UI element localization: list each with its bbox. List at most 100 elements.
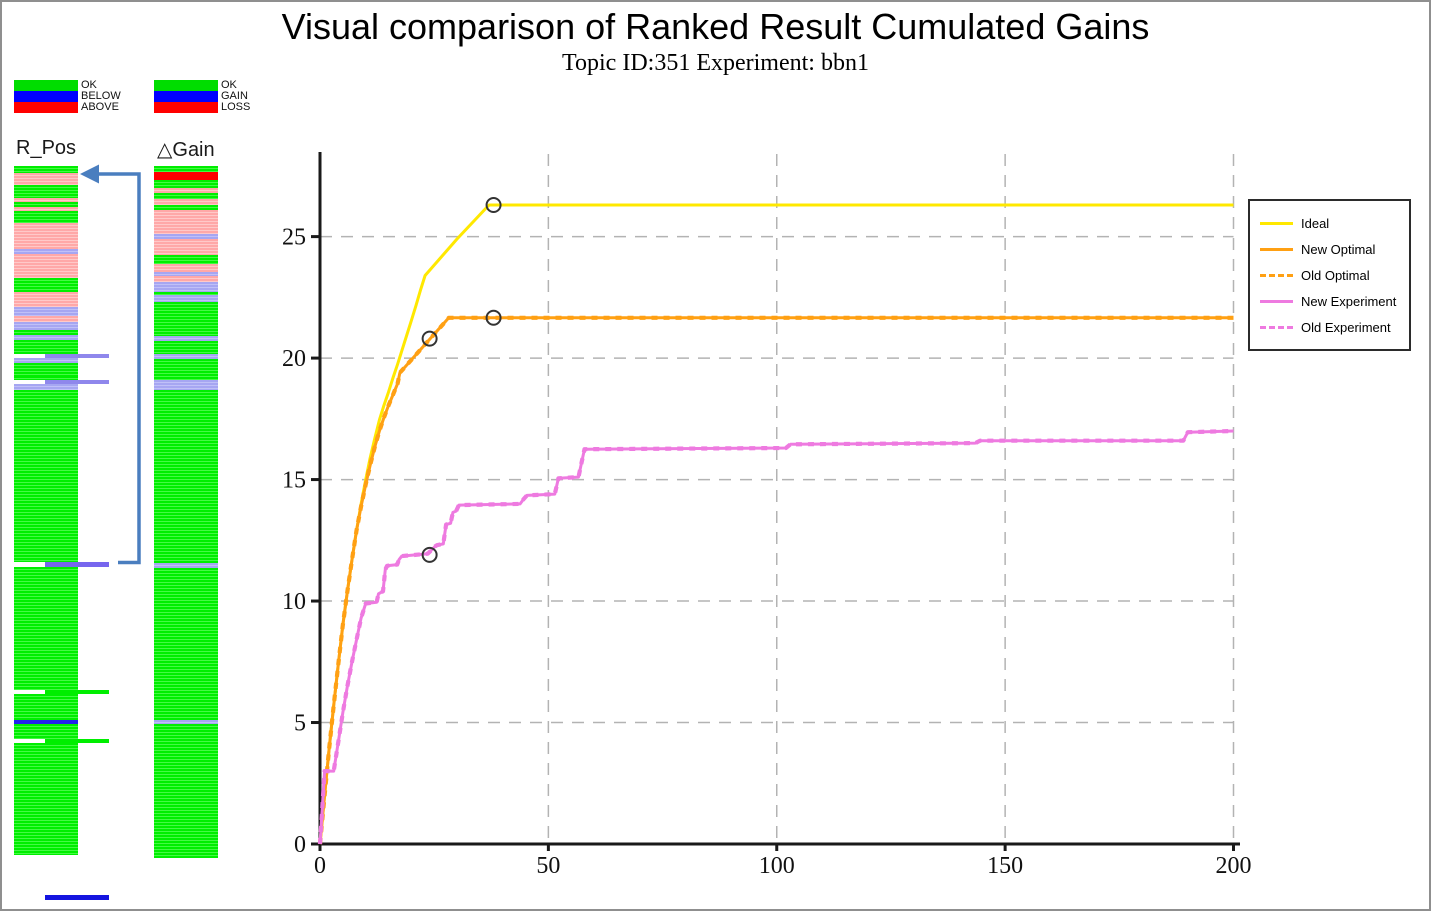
legend-entry-old-optimal: Old Optimal (1250, 262, 1409, 288)
band-below (14, 335, 78, 340)
band-below (154, 354, 218, 359)
band-below (154, 282, 218, 292)
new-optimal-line-sample (1260, 247, 1293, 251)
legend-entry-label: Ideal (1301, 215, 1330, 231)
band-ok (14, 185, 78, 198)
band-below (154, 295, 218, 302)
chart-legend: Ideal New Optimal Old Optimal New Experi… (1248, 199, 1411, 351)
red-swatch (154, 102, 218, 113)
band-split (14, 739, 109, 743)
band-ok (154, 302, 218, 336)
legend-row: LOSS (154, 102, 364, 113)
old-experiment-line-sample (1260, 325, 1293, 329)
band-above (14, 223, 78, 249)
legend-label: OK (81, 79, 97, 91)
legend-entry-old-experiment: Old Experiment (1250, 314, 1409, 340)
annotation-arrow-head (80, 164, 99, 184)
dgain-color-legend: OK GAIN LOSS (154, 80, 364, 113)
band-ok (14, 743, 78, 855)
rpos-strip (14, 166, 109, 855)
band-split (14, 380, 109, 384)
band-ok (154, 359, 218, 380)
band-ok (14, 211, 78, 223)
band-above (154, 264, 218, 272)
band-above (154, 188, 218, 193)
y-tick-label: 25 (282, 225, 306, 251)
legend-label: LOSS (221, 101, 251, 113)
band-ok (154, 568, 218, 720)
band-split (14, 354, 109, 358)
band-below (154, 720, 218, 724)
y-tick-label: 0 (294, 832, 306, 858)
page-title: Visual comparison of Ranked Result Cumul… (281, 6, 1150, 47)
band-below (14, 249, 78, 254)
band-ok (154, 724, 218, 858)
legend-entry-new-optimal: New Optimal (1250, 236, 1409, 262)
band-extension-line (45, 354, 109, 358)
band-ok (14, 202, 78, 207)
band-below (154, 272, 218, 276)
legend-row: OK (154, 80, 364, 91)
band-below (154, 380, 218, 390)
blue-swatch (14, 91, 78, 102)
dgain-strip-title: △Gain (157, 139, 215, 161)
old-optimal-line-sample (1260, 273, 1293, 277)
dgain-strip (154, 166, 218, 858)
x-tick-label: 50 (536, 853, 560, 879)
band-ok (14, 340, 78, 354)
band-above (154, 239, 218, 255)
legend-label: OK (221, 79, 237, 91)
band-above (154, 276, 218, 282)
blue-swatch (154, 91, 218, 102)
legend-row: BELOW (14, 91, 224, 102)
x-tick-label: 100 (759, 853, 795, 879)
legend-label: ABOVE (81, 101, 119, 113)
series-old-optimal (317, 315, 1234, 845)
band-extension-line (45, 690, 109, 694)
y-tick-label: 10 (282, 589, 306, 615)
band-ok (14, 363, 78, 376)
band-split (14, 562, 109, 567)
band-ok (14, 278, 78, 292)
legend-label: BELOW (81, 90, 121, 102)
band-ok (154, 193, 218, 199)
cutoff-marker (485, 309, 502, 326)
band-above (14, 316, 78, 322)
band-ok (154, 292, 218, 295)
y-tick-label: 5 (294, 711, 306, 737)
band-below (14, 384, 78, 390)
series-old-experiment (317, 428, 1234, 845)
band-ok (14, 330, 78, 335)
legend-entry-label: Old Optimal (1301, 267, 1370, 283)
red-swatch (14, 102, 78, 113)
legend-row: ABOVE (14, 102, 224, 113)
legend-entry-label: New Experiment (1301, 293, 1397, 309)
x-tick-label: 0 (314, 853, 326, 879)
band-below (154, 234, 218, 239)
new-experiment-line-sample (1260, 299, 1293, 303)
band-above (154, 210, 218, 234)
x-tick-label: 200 (1216, 853, 1252, 879)
band-below (14, 322, 78, 330)
band-ok (14, 390, 78, 562)
band-blue (14, 720, 78, 724)
legend-entry-ideal: Ideal (1250, 210, 1409, 236)
legend-entry-new-experiment: New Experiment (1250, 288, 1409, 314)
cutoff-marker (421, 546, 438, 563)
band-extension-line (45, 562, 109, 567)
band-below (154, 563, 218, 568)
band-extension-line (45, 380, 109, 384)
legend-row: OK (14, 80, 224, 91)
ideal-line-sample (1260, 221, 1293, 225)
band-ok (154, 166, 218, 172)
annotation-arrow (95, 172, 141, 565)
cutoff-marker (485, 197, 502, 214)
rpos-strip-title: R_Pos (16, 137, 77, 159)
band-below (14, 358, 78, 363)
band-split (14, 690, 109, 694)
band-above (14, 254, 78, 278)
legend-row: GAIN (154, 91, 364, 102)
legend-label: GAIN (221, 90, 248, 102)
band-below (154, 336, 218, 341)
